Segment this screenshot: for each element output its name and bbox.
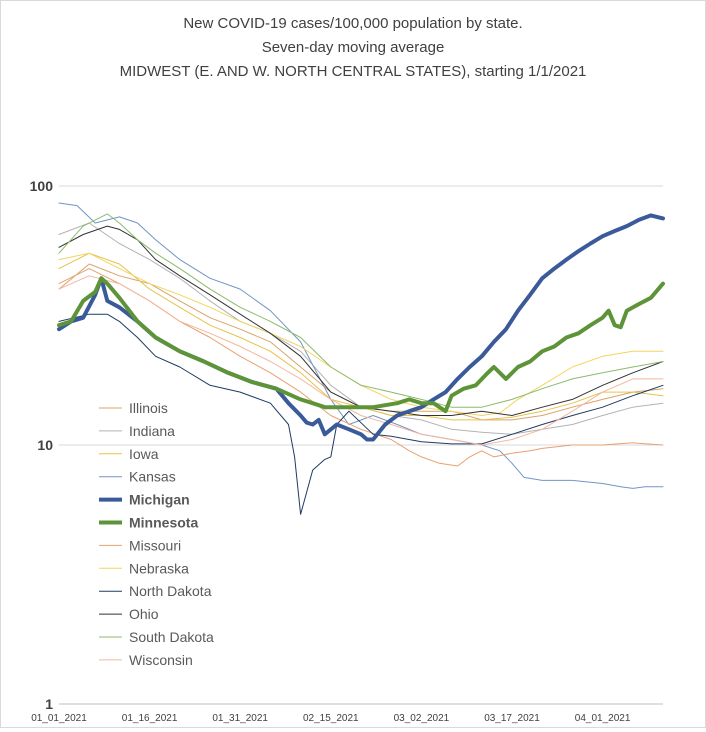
x-tick-label-01_01_2021: 01_01_2021 bbox=[31, 713, 87, 724]
legend-label-kansas: Kansas bbox=[129, 469, 176, 485]
chart-title: New COVID-19 cases/100,000 population by… bbox=[120, 15, 587, 80]
y-tick-label-1: 1 bbox=[45, 696, 53, 712]
axes: 100 10 101_01_2021 01_16_2021 01_31_2021 02_1… bbox=[30, 178, 663, 724]
legend-label-south-dakota: South Dakota bbox=[129, 629, 214, 645]
x-tick-label-03_02_2021: 03_02_2021 bbox=[394, 713, 450, 724]
grid-lines bbox=[59, 185, 663, 446]
series-line-north-dakota bbox=[58, 313, 664, 515]
legend-label-nebraska: Nebraska bbox=[129, 560, 189, 576]
series-line-minnesota bbox=[57, 276, 665, 414]
x-tick-label-03_17_2021: 03_17_2021 bbox=[484, 713, 540, 724]
series-line-wisconsin bbox=[58, 275, 664, 446]
legend-label-ohio: Ohio bbox=[129, 606, 159, 622]
series-line-ohio bbox=[58, 225, 664, 416]
legend-label-illinois: Illinois bbox=[129, 400, 168, 416]
legend-label-iowa: Iowa bbox=[129, 446, 159, 462]
legend-label-missouri: Missouri bbox=[129, 537, 181, 553]
legend-label-wisconsin: Wisconsin bbox=[129, 652, 193, 668]
title-line-3: MIDWEST (E. AND W. NORTH CENTRAL STATES)… bbox=[120, 63, 587, 80]
series-line-illinois bbox=[58, 263, 664, 421]
series-lines bbox=[57, 202, 665, 515]
x-tick-label-04_01_2021: 04_01_2021 bbox=[575, 713, 631, 724]
legend: Illinois Indiana Iowa Kansas Michigan Minneso… bbox=[99, 400, 214, 668]
y-tick-label-10: 10 bbox=[37, 437, 53, 453]
series-line-south-dakota bbox=[58, 213, 664, 408]
title-line-1: New COVID-19 cases/100,000 population by… bbox=[183, 15, 522, 32]
x-tick-label-01_16_2021: 01_16_2021 bbox=[122, 713, 178, 724]
legend-label-minnesota: Minnesota bbox=[129, 515, 198, 531]
series-line-missouri bbox=[58, 268, 664, 467]
series-line-nebraska bbox=[58, 252, 664, 416]
y-tick-label-100: 100 bbox=[30, 178, 54, 194]
x-tick-label-01_31_2021: 01_31_2021 bbox=[212, 713, 268, 724]
legend-label-michigan: Michigan bbox=[129, 492, 190, 508]
legend-label-indiana: Indiana bbox=[129, 423, 175, 439]
series-line-kansas bbox=[58, 202, 664, 489]
x-tick-label-02_15_2021: 02_15_2021 bbox=[303, 713, 359, 724]
title-line-2: Seven-day moving average bbox=[262, 39, 445, 56]
legend-label-north-dakota: North Dakota bbox=[129, 583, 212, 599]
